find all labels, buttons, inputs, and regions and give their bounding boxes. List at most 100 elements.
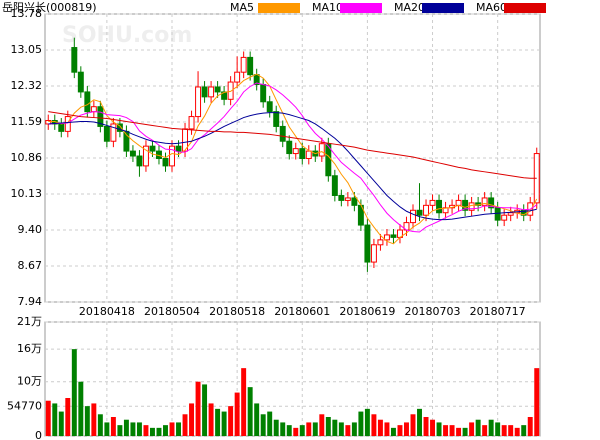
volume-bar bbox=[117, 425, 123, 436]
candle-body bbox=[370, 244, 377, 263]
volume-bar bbox=[358, 411, 364, 436]
candle-body bbox=[344, 197, 351, 201]
candle-body bbox=[175, 145, 182, 152]
volume-bar bbox=[65, 398, 71, 436]
y-tick-label: 0 bbox=[35, 429, 42, 440]
volume-bar bbox=[475, 419, 481, 436]
y-tick-label: 21万 bbox=[17, 315, 42, 328]
candle-body bbox=[110, 123, 117, 142]
volume-bar bbox=[299, 425, 305, 436]
candle-body bbox=[162, 157, 169, 167]
legend-swatch bbox=[258, 3, 300, 13]
volume-bar bbox=[78, 381, 84, 436]
volume-bar bbox=[215, 408, 221, 436]
candle-body bbox=[103, 125, 110, 142]
volume-bar bbox=[404, 422, 409, 436]
candle-body bbox=[64, 116, 71, 132]
volume-bar bbox=[338, 422, 344, 436]
volume-bar bbox=[58, 411, 64, 436]
volume-bar bbox=[351, 422, 357, 436]
candle-body bbox=[201, 86, 208, 98]
candle-body bbox=[71, 47, 78, 73]
candle-body bbox=[488, 197, 495, 209]
candle-body bbox=[390, 234, 397, 238]
volume-bar bbox=[521, 425, 527, 436]
candle-body bbox=[331, 175, 338, 196]
volume-bar bbox=[430, 419, 436, 436]
x-tick-label: 20180418 bbox=[79, 305, 135, 318]
volume-bar bbox=[482, 425, 488, 436]
volume-bar bbox=[286, 425, 292, 436]
x-tick-label: 20180717 bbox=[470, 305, 526, 318]
volume-bar bbox=[254, 403, 260, 436]
volume-bar bbox=[345, 425, 351, 436]
candle-body bbox=[377, 239, 384, 246]
candle-body bbox=[455, 199, 462, 206]
legend-label: MA5 bbox=[230, 1, 254, 14]
volume-bar bbox=[156, 427, 162, 436]
volume-bar bbox=[462, 427, 468, 436]
volume-bar bbox=[169, 422, 175, 436]
volume-bar bbox=[436, 422, 442, 436]
candle-body bbox=[77, 71, 84, 93]
volume-bar bbox=[377, 419, 383, 436]
candle-body bbox=[279, 125, 286, 142]
volume-bar bbox=[417, 408, 422, 436]
candle-body bbox=[364, 224, 371, 263]
candle-body bbox=[260, 84, 267, 103]
legend-label: MA60 bbox=[476, 1, 507, 14]
volume-bar bbox=[84, 406, 90, 436]
volume-bar bbox=[390, 427, 396, 436]
candle-body bbox=[169, 145, 175, 167]
candle-body bbox=[266, 101, 273, 113]
y-tick-label: 9.40 bbox=[18, 223, 43, 236]
candle-body bbox=[208, 86, 215, 98]
candle-body bbox=[436, 199, 443, 214]
y-tick-label: 10.86 bbox=[11, 151, 43, 164]
y-tick-label: 11.59 bbox=[11, 115, 43, 128]
ma-line bbox=[48, 82, 538, 233]
y-tick-label: 7.94 bbox=[18, 295, 43, 308]
volume-bar bbox=[319, 414, 325, 436]
y-tick-label: 54770 bbox=[7, 399, 42, 412]
candle-body bbox=[195, 86, 202, 118]
candle-body bbox=[494, 207, 501, 221]
ma-line bbox=[48, 73, 538, 245]
volume-bar bbox=[488, 419, 494, 436]
candle-body bbox=[501, 214, 508, 221]
y-tick-label: 8.67 bbox=[18, 259, 43, 272]
candle-body bbox=[416, 209, 423, 216]
volume-frame bbox=[44, 321, 541, 437]
volume-bar bbox=[410, 414, 416, 436]
candle-body bbox=[299, 148, 306, 159]
candle-body bbox=[318, 143, 325, 157]
candle-body bbox=[410, 209, 416, 224]
volume-bar bbox=[247, 387, 253, 436]
volume-bar bbox=[273, 419, 279, 436]
volume-bar bbox=[202, 384, 208, 436]
candle-body bbox=[97, 106, 104, 127]
x-tick-label: 20180703 bbox=[405, 305, 461, 318]
legend-swatch bbox=[340, 3, 382, 13]
watermark: SOHU.com bbox=[62, 23, 192, 48]
volume-bar bbox=[260, 414, 266, 436]
volume-bar bbox=[501, 425, 507, 436]
volume-bar bbox=[449, 425, 455, 436]
legend-swatch bbox=[504, 3, 546, 13]
volume-bar bbox=[527, 417, 533, 436]
candle-body bbox=[84, 91, 91, 113]
legend-label: MA10 bbox=[312, 1, 343, 14]
candle-body bbox=[292, 148, 299, 155]
candle-body bbox=[129, 150, 136, 157]
candle-body bbox=[507, 212, 514, 216]
candle-body bbox=[351, 197, 358, 206]
ma-line bbox=[48, 112, 537, 221]
x-tick-label: 20180619 bbox=[339, 305, 395, 318]
candle-body bbox=[214, 86, 221, 93]
candle-body bbox=[234, 71, 241, 83]
volume-bar bbox=[397, 425, 403, 436]
volume-bar bbox=[176, 422, 181, 436]
candle-body bbox=[90, 106, 97, 113]
volume-bar bbox=[371, 414, 377, 436]
